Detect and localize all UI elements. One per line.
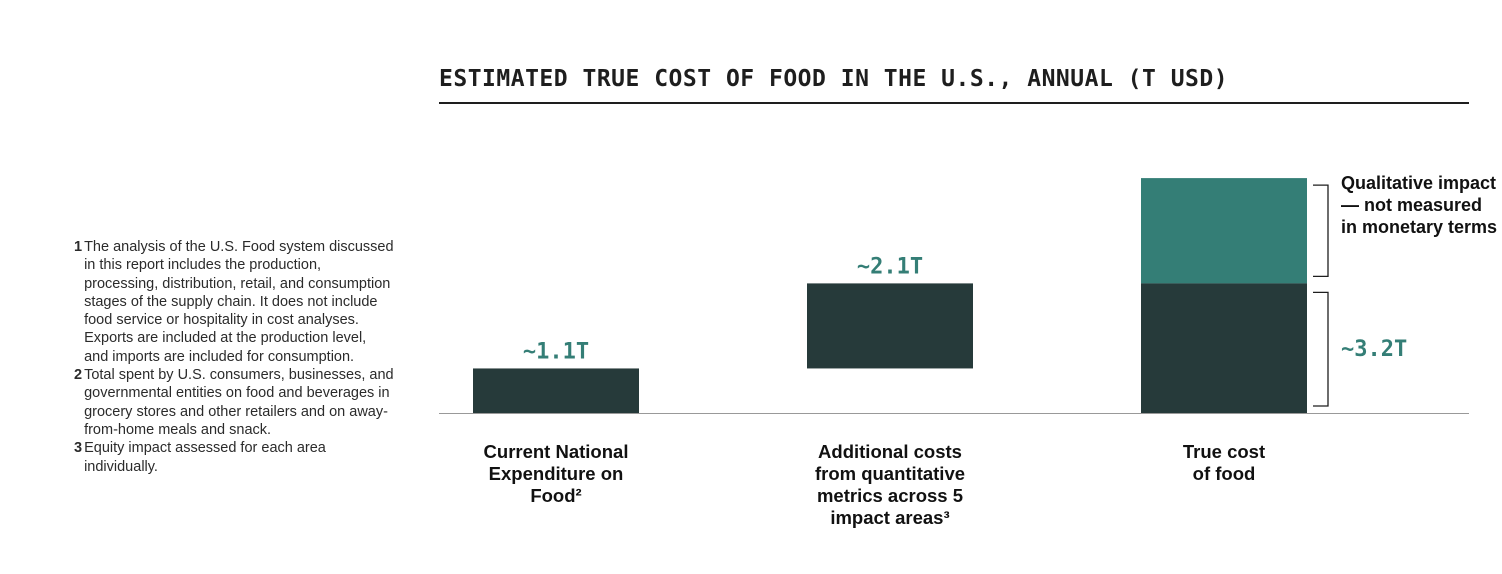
category-label-3: True cost of food	[1182, 441, 1266, 484]
footnote-3: 3 Equity impact assessed for each area i…	[74, 439, 394, 476]
footnote-1: 1 The analysis of the U.S. Food system d…	[74, 238, 394, 366]
category-label-1: Current National Expenditure on Food²	[483, 441, 629, 506]
bracket-qualitative	[1313, 184, 1329, 278]
bar-qualitative-extension	[1141, 178, 1307, 284]
chart-title: ESTIMATED TRUE COST OF FOOD IN THE U.S.,…	[439, 66, 1229, 92]
footnote-1-text: The analysis of the U.S. Food system dis…	[84, 239, 394, 365]
value-label-1: ~1.1T	[523, 339, 589, 364]
bar-1	[473, 368, 639, 413]
category-label-2: Additional costs from quantitative metrics…	[814, 441, 966, 528]
footnote-2-text: Total spent by U.S. consumers, businesse…	[84, 367, 394, 438]
footnotes: 1 The analysis of the U.S. Food system d…	[74, 238, 394, 476]
bar-2	[807, 283, 973, 369]
footnote-2-number: 2	[74, 367, 83, 384]
value-label-3: ~3.2T	[1341, 337, 1407, 362]
qualitative-impact-annotation: Qualitative impact— not measured in mone…	[1341, 173, 1498, 237]
title-underline	[439, 102, 1469, 104]
footnote-3-text: Equity impact assessed for each area ind…	[84, 440, 326, 475]
footnote-2: 2 Total spent by U.S. consumers, busines…	[74, 366, 394, 439]
footnote-1-number: 1	[74, 239, 83, 255]
value-label-2: ~2.1T	[857, 254, 923, 279]
bar-3	[1141, 283, 1307, 413]
bracket-true-cost	[1313, 291, 1329, 407]
footnote-3-number: 3	[74, 440, 83, 457]
